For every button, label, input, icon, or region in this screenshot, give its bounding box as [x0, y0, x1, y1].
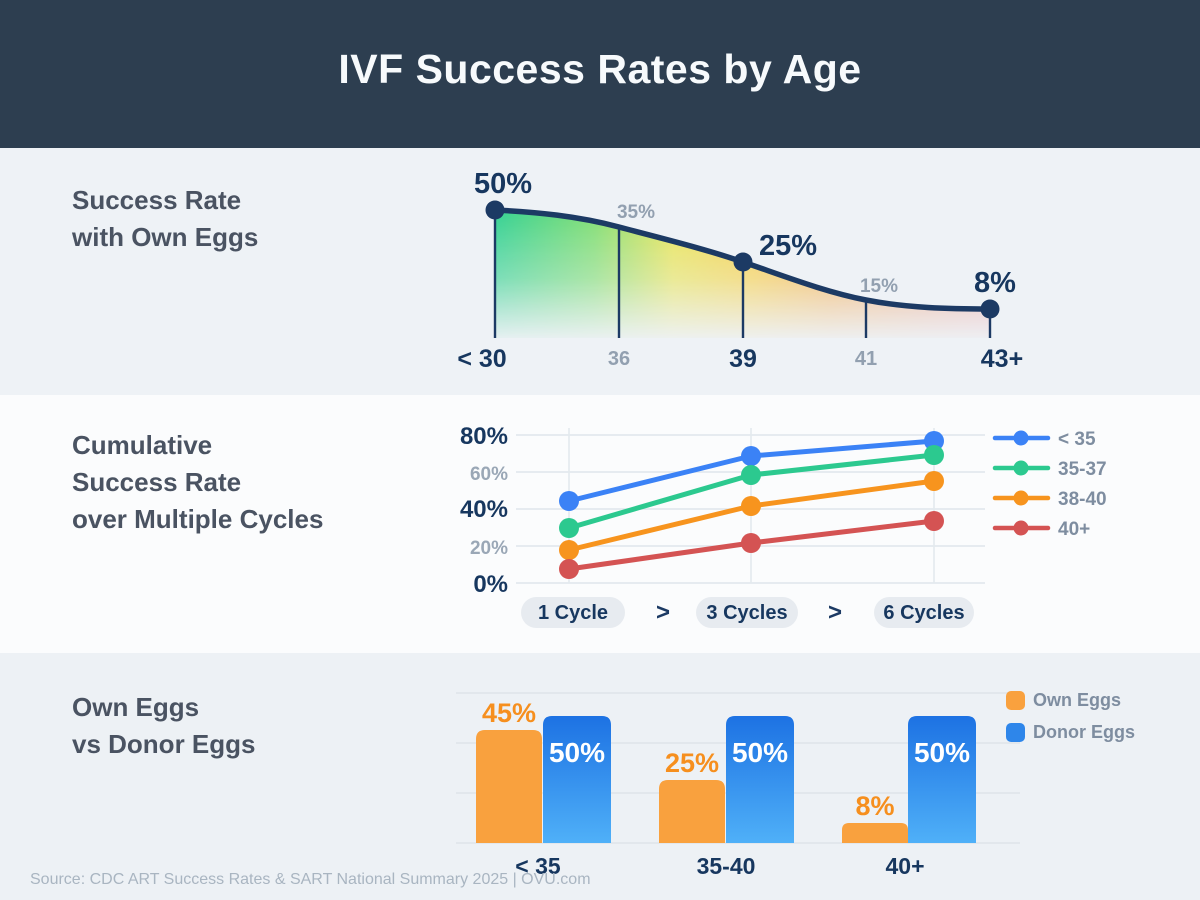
pill-3-cycles: [696, 597, 798, 628]
own-value-40plus: 8%: [855, 791, 894, 821]
cumulative-line-chart: 80% 60% 40% 20% 0% < 35: [460, 423, 1107, 628]
bar-own-under-35: [476, 730, 542, 843]
ytick-60: 60%: [470, 464, 508, 485]
value-label-50: 50%: [474, 168, 532, 200]
legend-dot-icon: [1013, 460, 1029, 476]
bar-own-35-40: [659, 780, 725, 843]
legend-dot-icon: [1013, 520, 1029, 536]
x-label-43plus: 43+: [981, 345, 1023, 373]
legend-item-under-35: < 35: [992, 429, 1096, 450]
source-attribution: Source: CDC ART Success Rates & SART Nat…: [30, 871, 591, 888]
legend-label: 35-37: [1058, 459, 1107, 480]
label-line: Success Rate: [72, 185, 242, 215]
legend-dot-icon: [1013, 490, 1029, 506]
series-40plus: [559, 511, 944, 579]
cycle-pills: 1 Cycle > 3 Cycles > 6 Cycles: [521, 597, 974, 628]
x-label-39: 39: [729, 345, 757, 373]
label-line: Own Eggs: [72, 692, 200, 722]
x-label-41: 41: [855, 348, 877, 370]
own-value-35-40: 25%: [665, 748, 719, 778]
legend-item-40plus: 40+: [992, 519, 1090, 540]
value-label-25: 25%: [759, 230, 817, 262]
series-38-40: [559, 471, 944, 560]
label-line: vs Donor Eggs: [72, 729, 256, 759]
label-line: over Multiple Cycles: [72, 504, 324, 534]
legend-label: 38-40: [1058, 489, 1107, 510]
legend-item-38-40: 38-40: [992, 489, 1107, 510]
legend-dot-icon: [1013, 430, 1029, 446]
donor-eggs-bars: [543, 716, 976, 843]
age-tick-lines: [493, 212, 992, 338]
bar-donor-35-40: [726, 716, 794, 843]
pill-1-cycle: [521, 597, 625, 628]
x-label-under-30: < 30: [457, 345, 506, 373]
ytick-0: 0%: [473, 571, 508, 598]
legend-swatch-own-eggs: [1006, 691, 1025, 710]
series-under-35: [559, 431, 944, 511]
pill-label: 3 Cycles: [706, 602, 787, 624]
own-eggs-area-chart: 50% 35% 25% 15% 8% < 30 36 39 41 43+: [457, 168, 1023, 373]
section-own-eggs-label: Success Rate with Own Eggs: [72, 182, 258, 256]
data-point-dots: [485, 200, 1000, 319]
x-label-36: 36: [608, 348, 630, 370]
ytick-20: 20%: [470, 538, 508, 559]
legend-label: < 35: [1058, 429, 1096, 450]
label-line: with Own Eggs: [72, 222, 259, 252]
bar-x-labels: < 35 35-40 40+: [515, 853, 924, 879]
pill-label: 6 Cycles: [883, 602, 964, 624]
pill-label: 1 Cycle: [538, 602, 608, 624]
group-label-under-35: < 35: [515, 853, 561, 879]
chevron-right-icon: >: [828, 599, 842, 626]
eggs-comparison-bar-chart: 45% 25% 8% 50% 50% 50% < 35 35-40 40+ Ow…: [456, 690, 1135, 879]
header-band: IVF Success Rates by Age: [0, 0, 1200, 148]
value-label-8: 8%: [974, 267, 1016, 299]
legend-label: Own Eggs: [1033, 690, 1121, 710]
bar-value-labels: 45% 25% 8% 50% 50% 50%: [482, 698, 970, 821]
pill-6-cycles: [874, 597, 974, 628]
bar-legend: Own Eggs Donor Eggs: [1006, 690, 1135, 742]
value-label-15: 15%: [860, 276, 898, 297]
bar-own-40plus: [842, 823, 908, 843]
dot-39: [733, 252, 753, 272]
own-value-under-35: 45%: [482, 698, 536, 728]
legend-item-35-37: 35-37: [992, 459, 1107, 480]
donor-value-under-35: 50%: [549, 737, 605, 768]
dot-43plus: [980, 299, 1000, 319]
page-title: IVF Success Rates by Age: [338, 46, 862, 92]
section-donor-eggs-label: Own Eggs vs Donor Eggs: [72, 689, 255, 763]
y-axis-labels: 80% 60% 40% 20% 0%: [460, 423, 508, 598]
value-label-35: 35%: [617, 202, 655, 223]
bar-donor-40plus: [908, 716, 976, 843]
donor-value-35-40: 50%: [732, 737, 788, 768]
line-legend: < 35 35-37 38-40 40+: [992, 429, 1107, 540]
dot-under-30: [485, 200, 505, 220]
group-label-40plus: 40+: [885, 853, 924, 879]
donor-value-40plus: 50%: [914, 737, 970, 768]
legend-label: 40+: [1058, 519, 1090, 540]
value-labels: 50% 35% 25% 15% 8%: [474, 168, 1016, 299]
series-35-37: [559, 445, 944, 538]
ytick-80: 80%: [460, 423, 508, 450]
legend-swatch-donor-eggs: [1006, 723, 1025, 742]
group-label-35-40: 35-40: [697, 853, 756, 879]
legend-label: Donor Eggs: [1033, 722, 1135, 742]
bar-donor-under-35: [543, 716, 611, 843]
x-axis-labels: < 30 36 39 41 43+: [457, 345, 1023, 373]
own-eggs-bars: [476, 730, 908, 843]
label-line: Cumulative: [72, 430, 213, 460]
ytick-40: 40%: [460, 496, 508, 523]
chevron-right-icon: >: [656, 599, 670, 626]
section-cumulative-label: Cumulative Success Rate over Multiple Cy…: [72, 427, 323, 538]
label-line: Success Rate: [72, 467, 242, 497]
